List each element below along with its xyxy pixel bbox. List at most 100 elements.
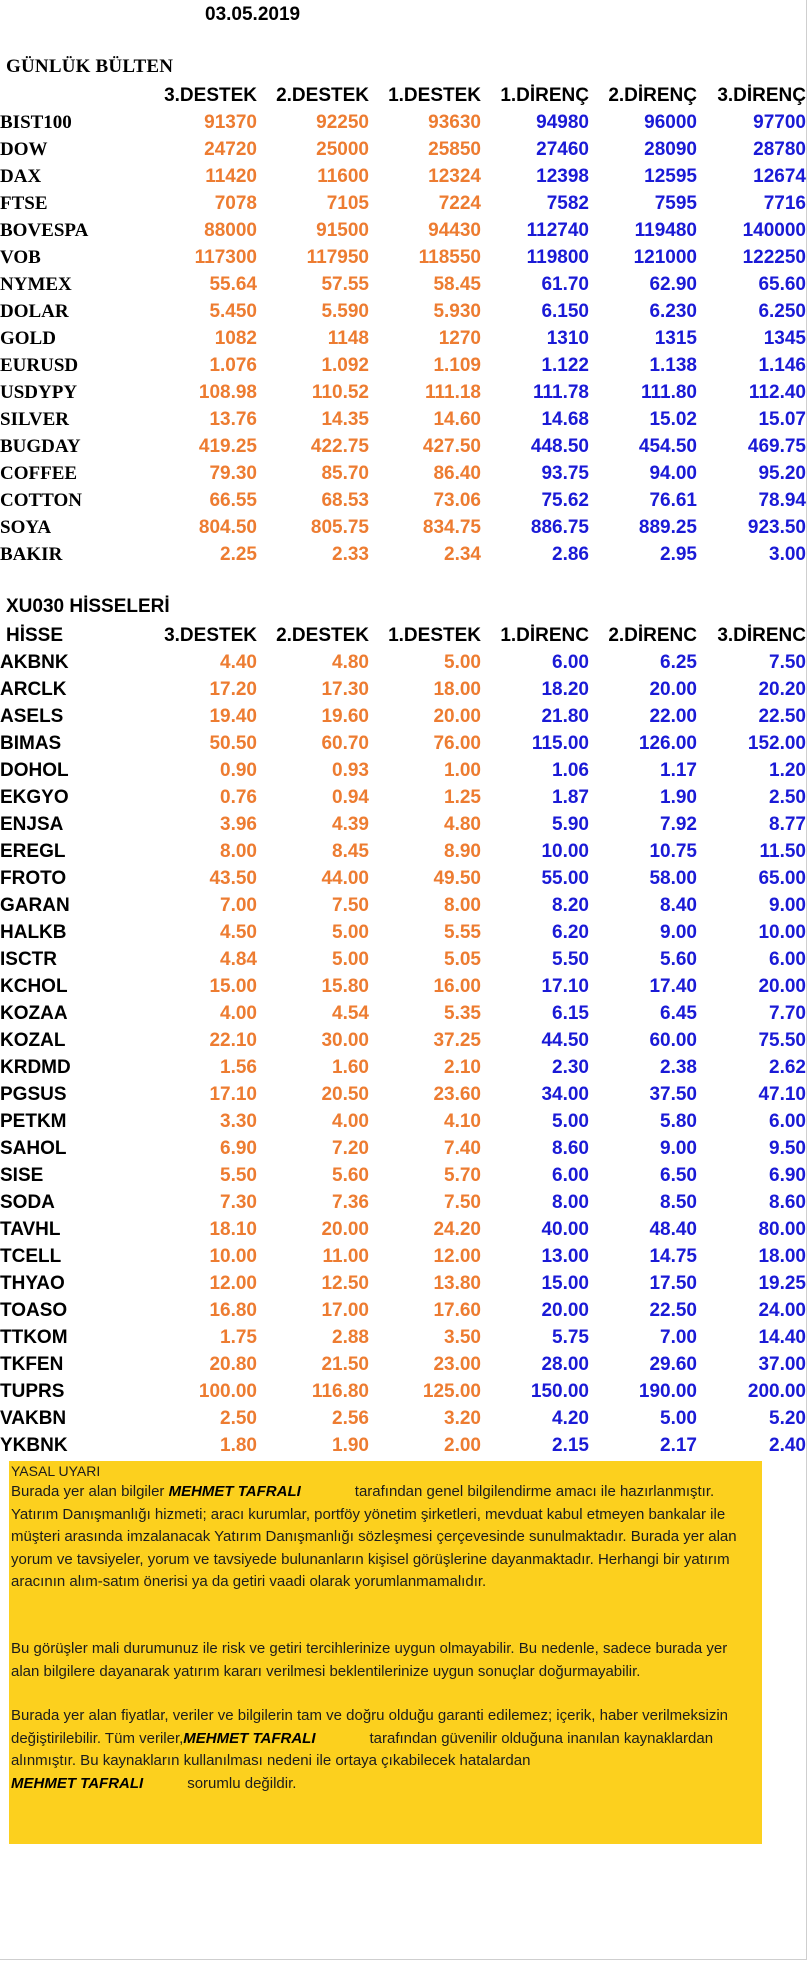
- support-level: 13.80: [433, 1273, 481, 1294]
- resistance-level: 2.17: [660, 1435, 697, 1456]
- support-level: 3.30: [220, 1111, 257, 1132]
- support-level: 55.64: [209, 274, 257, 295]
- support-level: 20.50: [321, 1084, 369, 1105]
- instrument-name: KCHOL: [0, 975, 68, 997]
- resistance-level: 122250: [742, 247, 806, 268]
- resistance-level: 7.00: [660, 1327, 697, 1348]
- instrument-name: GOLD: [0, 327, 56, 349]
- support-level: 86.40: [433, 463, 481, 484]
- resistance-level: 6.00: [769, 949, 806, 970]
- support-level: 1.80: [220, 1435, 257, 1456]
- resistance-level: 10.75: [649, 841, 697, 862]
- column-header: HİSSE: [6, 625, 64, 646]
- resistance-level: 5.75: [552, 1327, 589, 1348]
- resistance-level: 6.45: [660, 1003, 697, 1024]
- resistance-level: 37.00: [758, 1354, 806, 1375]
- support-level: 2.88: [332, 1327, 369, 1348]
- support-level: 17.60: [433, 1300, 481, 1321]
- stock-row: EKGYO 0.76 0.94 1.25 1.87 1.90 2.50: [0, 784, 806, 811]
- resistance-level: 61.70: [541, 274, 589, 295]
- stock-row: THYAO 12.00 12.50 13.80 15.00 17.50 19.25: [0, 1270, 806, 1297]
- column-header: 1.DİRENC: [500, 625, 589, 646]
- resistance-level: 15.07: [758, 409, 806, 430]
- support-level: 11.00: [322, 1246, 370, 1267]
- instrument-name: TUPRS: [0, 1380, 65, 1402]
- stock-row: TKFEN 20.80 21.50 23.00 28.00 29.60 37.00: [0, 1351, 806, 1378]
- support-level: 94430: [428, 220, 481, 241]
- resistance-level: 112.40: [748, 382, 806, 403]
- disclaimer-paragraph-3: Burada yer alan fiyatlar, veriler ve bil…: [11, 1705, 759, 1795]
- resistance-level: 200.00: [747, 1381, 806, 1402]
- stock-row: HALKB 4.50 5.00 5.55 6.20 9.00 10.00: [0, 919, 806, 946]
- column-header: 2.DİRENC: [608, 625, 697, 646]
- resistance-level: 60.00: [649, 1030, 697, 1051]
- instrument-name: KOZAA: [0, 1002, 68, 1024]
- support-level: 7.50: [444, 1192, 481, 1213]
- support-level: 4.80: [444, 814, 481, 835]
- support-level: 1.56: [220, 1057, 257, 1078]
- support-level: 1.75: [220, 1327, 257, 1348]
- resistance-level: 2.30: [552, 1057, 589, 1078]
- resistance-level: 44.50: [541, 1030, 589, 1051]
- resistance-level: 7595: [654, 193, 697, 214]
- support-level: 30.00: [321, 1030, 369, 1051]
- support-level: 22.10: [209, 1030, 257, 1051]
- resistance-level: 152.00: [747, 733, 806, 754]
- market-row: COTTON 66.55 68.53 73.06 75.62 76.61 78.94: [0, 487, 806, 514]
- resistance-level: 448.50: [530, 436, 589, 457]
- resistance-level: 140000: [742, 220, 806, 241]
- support-level: 85.70: [321, 463, 369, 484]
- resistance-level: 6.15: [552, 1003, 589, 1024]
- resistance-level: 29.60: [649, 1354, 697, 1375]
- resistance-level: 112740: [526, 220, 589, 241]
- resistance-level: 2.15: [552, 1435, 589, 1456]
- resistance-level: 27460: [536, 139, 589, 160]
- instrument-name: ENJSA: [0, 813, 64, 835]
- resistance-level: 15.00: [541, 1273, 589, 1294]
- resistance-level: 95.20: [758, 463, 806, 484]
- resistance-level: 115.00: [531, 733, 589, 754]
- instrument-name: BIST100: [0, 111, 72, 133]
- instrument-name: NYMEX: [0, 273, 72, 295]
- resistance-level: 7582: [546, 193, 589, 214]
- resistance-level: 2.86: [552, 544, 589, 565]
- resistance-level: 10.00: [758, 922, 806, 943]
- instrument-name: DOLAR: [0, 300, 69, 322]
- resistance-level: 7.50: [769, 652, 806, 673]
- support-level: 7105: [326, 193, 369, 214]
- support-level: 19.60: [321, 706, 369, 727]
- resistance-level: 28.00: [541, 1354, 589, 1375]
- support-level: 7.20: [332, 1138, 369, 1159]
- resistance-level: 17.10: [541, 976, 589, 997]
- support-level: 66.55: [209, 490, 257, 511]
- resistance-level: 8.77: [769, 814, 806, 835]
- resistance-level: 65.00: [758, 868, 806, 889]
- instrument-name: ARCLK: [0, 678, 67, 700]
- column-header: 3.DESTEK: [164, 625, 257, 646]
- support-level: 3.50: [444, 1327, 481, 1348]
- support-level: 2.34: [444, 544, 481, 565]
- instrument-name: BAKIR: [0, 543, 63, 565]
- support-level: 4.40: [220, 652, 257, 673]
- stock-row: PGSUS 17.10 20.50 23.60 34.00 37.50 47.10: [0, 1081, 806, 1108]
- instrument-name: SODA: [0, 1191, 55, 1213]
- resistance-level: 14.40: [758, 1327, 806, 1348]
- support-level: 805.75: [310, 517, 369, 538]
- stock-row: EREGL 8.00 8.45 8.90 10.00 10.75 11.50: [0, 838, 806, 865]
- resistance-level: 3.00: [769, 544, 806, 565]
- support-level: 2.50: [220, 1408, 257, 1429]
- xu030-header-row: HİSSE 3.DESTEK 2.DESTEK 1.DESTEK 1.DİRENC 2.D…: [0, 622, 806, 649]
- support-level: 23.60: [433, 1084, 481, 1105]
- support-level: 12.50: [321, 1273, 369, 1294]
- resistance-level: 1.06: [552, 760, 589, 781]
- resistance-level: 190.00: [638, 1381, 697, 1402]
- support-level: 21.50: [321, 1354, 369, 1375]
- stock-row: AKBNK 4.40 4.80 5.00 6.00 6.25 7.50: [0, 649, 806, 676]
- instrument-name: ASELS: [0, 705, 64, 727]
- support-level: 24720: [204, 139, 257, 160]
- resistance-level: 6.230: [649, 301, 697, 322]
- resistance-level: 1345: [763, 328, 806, 349]
- resistance-level: 58.00: [649, 868, 697, 889]
- support-level: 7.36: [332, 1192, 369, 1213]
